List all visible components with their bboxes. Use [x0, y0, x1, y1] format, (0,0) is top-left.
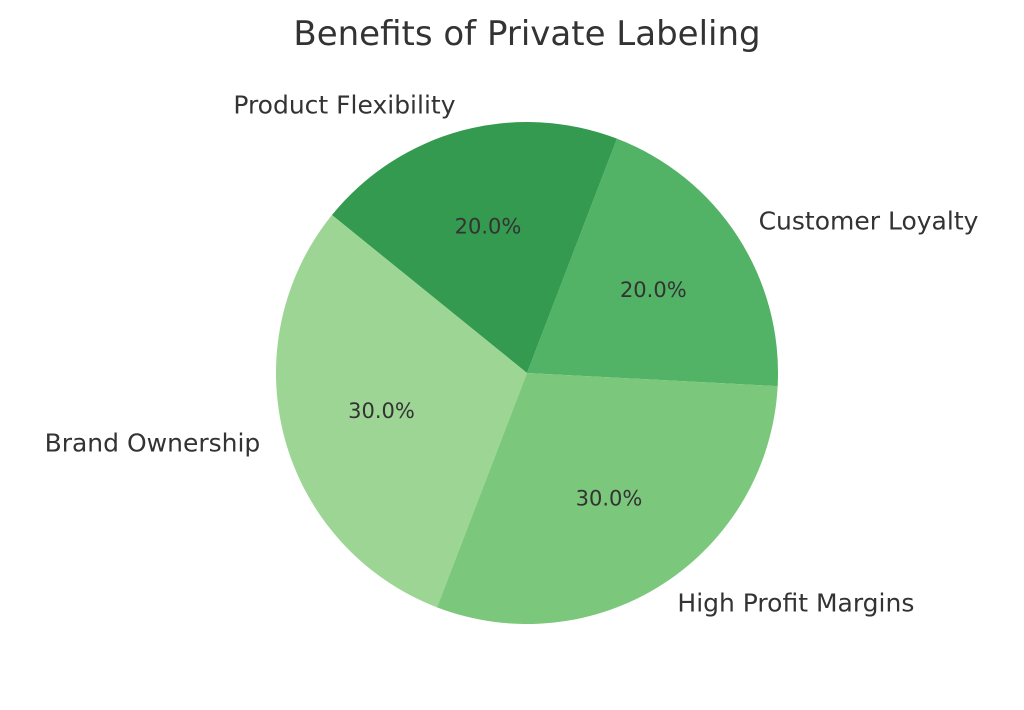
pie-slice-customer-loyalty [527, 138, 779, 387]
percent-label-product-flexibility: 20.0% [455, 215, 522, 239]
pie-slice-brand-ownership [276, 215, 527, 608]
slice-label-brand-ownership: Brand Ownership [45, 429, 261, 458]
percent-label-brand-ownership: 30.0% [348, 399, 415, 423]
pie-slice-product-flexibility [331, 122, 617, 373]
pie-labels: 20.0% Customer Loyalty 20.0% Product Flexib… [45, 90, 979, 617]
chart-title: Benefits of Private Labeling [293, 14, 760, 54]
pie-slice-high-profit-margins [437, 373, 778, 625]
slice-label-high-profit-margins: High Profit Margins [677, 589, 914, 618]
slice-label-customer-loyalty: Customer Loyalty [759, 207, 979, 236]
slice-label-product-flexibility: Product Flexibility [233, 90, 455, 119]
percent-label-high-profit-margins: 30.0% [576, 486, 643, 510]
pie-slices [276, 122, 779, 625]
percent-label-customer-loyalty: 20.0% [620, 278, 687, 302]
